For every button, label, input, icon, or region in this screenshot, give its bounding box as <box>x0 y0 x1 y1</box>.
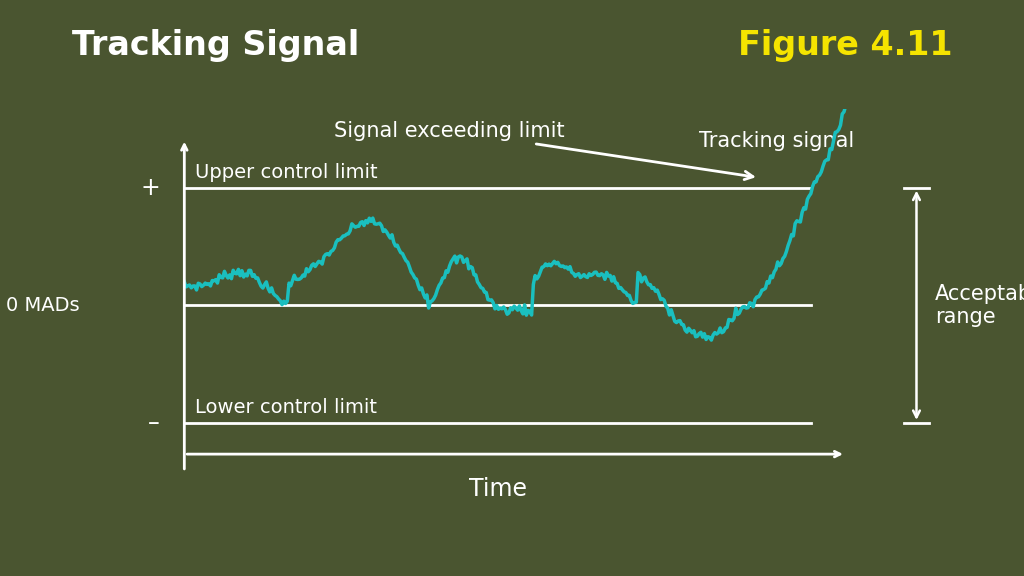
Text: +: + <box>140 176 160 200</box>
Text: Lower control limit: Lower control limit <box>195 397 377 416</box>
Text: Tracking Signal: Tracking Signal <box>72 29 359 62</box>
Text: Upper control limit: Upper control limit <box>195 162 378 181</box>
Text: Signal exceeding limit: Signal exceeding limit <box>334 121 753 180</box>
Text: Acceptable
range: Acceptable range <box>935 283 1024 327</box>
Text: 0 MADs: 0 MADs <box>6 296 80 314</box>
Text: Tracking signal: Tracking signal <box>698 131 854 151</box>
Text: –: – <box>148 411 160 435</box>
Text: Figure 4.11: Figure 4.11 <box>738 29 952 62</box>
Text: Time: Time <box>469 478 526 501</box>
